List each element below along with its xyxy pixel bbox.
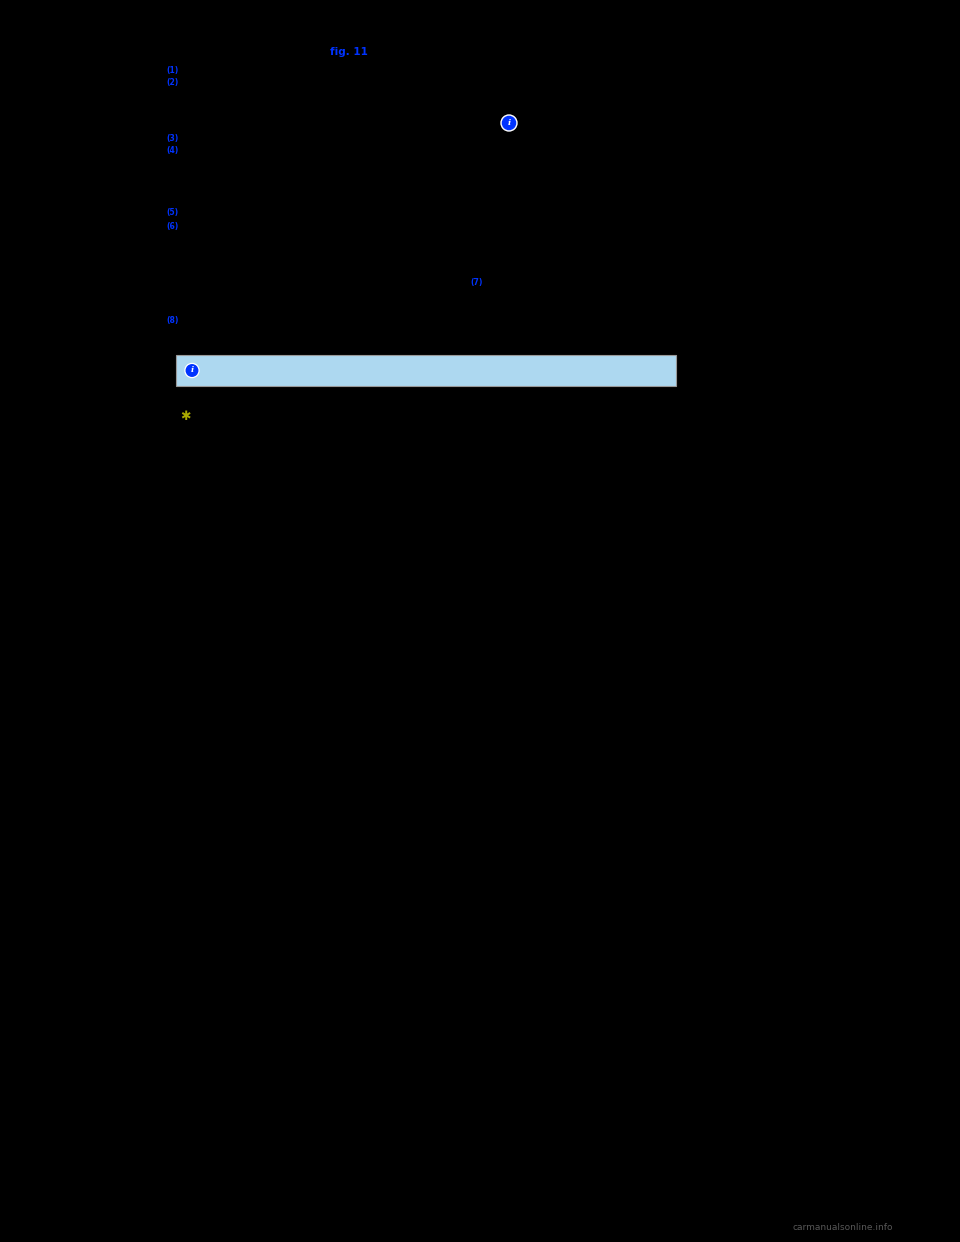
- Text: (3): (3): [166, 133, 179, 143]
- Text: i: i: [190, 366, 194, 375]
- Text: (1): (1): [166, 66, 179, 75]
- Text: (2): (2): [166, 78, 179, 87]
- Text: (7): (7): [470, 277, 482, 287]
- Text: NOTICE: NOTICE: [208, 364, 257, 378]
- FancyBboxPatch shape: [176, 355, 676, 386]
- Circle shape: [502, 117, 516, 129]
- Text: ✱: ✱: [180, 410, 190, 422]
- Circle shape: [185, 364, 199, 378]
- Text: carmanualsonline.info: carmanualsonline.info: [793, 1222, 893, 1232]
- Circle shape: [501, 116, 517, 130]
- Circle shape: [186, 365, 198, 376]
- Text: i: i: [508, 119, 511, 127]
- Text: (6): (6): [166, 221, 179, 231]
- Text: (5): (5): [166, 209, 179, 217]
- Text: fig. 11: fig. 11: [329, 47, 368, 57]
- Text: (4): (4): [166, 147, 179, 155]
- Text: (8): (8): [166, 315, 179, 324]
